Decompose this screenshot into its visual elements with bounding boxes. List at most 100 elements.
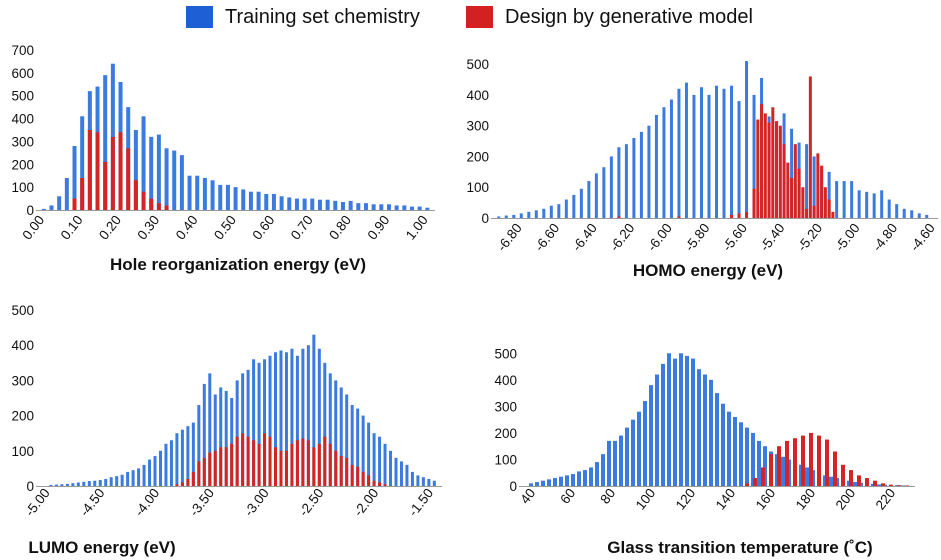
training-bar — [880, 190, 884, 218]
training-bar — [120, 474, 124, 486]
x-axis-title: HOMO energy (eV) — [633, 261, 783, 280]
training-bar — [699, 87, 703, 218]
training-bar — [256, 191, 261, 210]
training-bar — [345, 394, 349, 486]
design-bar — [149, 198, 154, 210]
design-bar — [817, 435, 821, 486]
y-tick-label: 500 — [11, 303, 34, 318]
y-tick-label: 100 — [11, 180, 34, 195]
training-bar — [827, 171, 831, 218]
training-bar — [274, 352, 278, 486]
design-bar — [241, 433, 245, 486]
design-bar — [103, 162, 108, 210]
y-tick-label: 400 — [494, 373, 517, 388]
training-bar — [131, 470, 135, 486]
training-bar — [98, 480, 102, 486]
training-bar — [64, 178, 69, 210]
training-bar — [739, 422, 743, 486]
legend-item-design: Design by generative model — [466, 5, 753, 29]
training-bar — [763, 446, 767, 486]
training-bar — [655, 374, 659, 486]
design-bar — [312, 447, 316, 486]
design-bar — [771, 107, 775, 218]
y-tick-label: 200 — [466, 149, 489, 164]
design-bar — [782, 144, 786, 218]
design-bar — [797, 168, 801, 218]
x-tick-label: -5.40 — [757, 221, 788, 254]
y-tick-label: 300 — [11, 373, 34, 388]
training-bar — [71, 483, 75, 486]
training-bar — [547, 479, 551, 486]
design-bar — [72, 198, 77, 210]
training-bar — [632, 138, 636, 218]
design-bar — [763, 113, 767, 218]
training-bar — [328, 373, 332, 486]
design-bar — [372, 480, 376, 486]
x-tick-label: 0.70 — [288, 213, 316, 243]
x-tick-label: 40 — [517, 486, 538, 507]
training-bar — [709, 379, 713, 486]
design-bar — [180, 482, 184, 486]
training-bar — [172, 150, 177, 210]
design-bar — [252, 440, 256, 486]
design-bar — [208, 452, 212, 486]
chart-homo-energy: 0 100 200 300 400 500 -6.80 -6.60 -6.40 -6.20 -6.0… — [466, 40, 941, 290]
training-bar — [333, 200, 338, 210]
training-bar — [225, 184, 230, 210]
training-bar — [654, 114, 658, 218]
training-bar — [667, 353, 671, 486]
training-bar — [93, 480, 97, 486]
training-bar — [169, 440, 173, 486]
training-bar — [103, 75, 108, 210]
design-bar — [786, 162, 790, 218]
y-tick-label: 0 — [481, 211, 489, 226]
design-bar — [778, 125, 782, 218]
y-tick-label: 300 — [466, 119, 489, 134]
x-tick-label: -4.00 — [132, 486, 163, 519]
training-bar — [218, 184, 223, 210]
training-bar — [49, 484, 53, 486]
training-bar — [872, 193, 876, 218]
training-bar — [279, 350, 283, 486]
training-bar — [252, 359, 256, 486]
x-tick-label: 0.60 — [249, 213, 277, 243]
design-bar — [617, 216, 621, 218]
x-tick-label: 0.50 — [211, 213, 239, 243]
x-tick-label: -5.80 — [682, 221, 713, 254]
training-bar — [202, 383, 206, 486]
training-bar — [805, 467, 809, 486]
training-bar — [386, 204, 391, 210]
training-bar — [72, 146, 77, 210]
design-bar — [133, 180, 138, 210]
training-bar — [179, 155, 184, 210]
training-bar — [571, 474, 575, 486]
training-bar — [902, 208, 906, 218]
y-tick-label: 500 — [466, 57, 489, 72]
training-bar — [721, 403, 725, 486]
design-bar — [230, 443, 234, 486]
design-bar — [857, 475, 861, 486]
design-bar — [268, 436, 272, 486]
training-bar — [213, 394, 217, 486]
training-bar — [410, 471, 414, 486]
design-bar — [191, 471, 195, 486]
training-bar — [417, 206, 422, 210]
training-bar — [587, 181, 591, 218]
design-bar — [263, 433, 267, 486]
training-bar — [542, 208, 546, 218]
design-bar — [378, 482, 382, 486]
y-tick-label: 0 — [26, 203, 34, 218]
training-bar — [82, 481, 86, 486]
training-bar — [757, 440, 761, 486]
design-bar — [905, 485, 909, 486]
x-tick-label: 120 — [673, 486, 699, 513]
training-bar — [649, 385, 653, 486]
chart-3-svg: 0 100 200 300 400 500 40 60 80 100 120 140 160 180 200… — [494, 346, 915, 557]
training-bar — [323, 362, 327, 486]
design-bar — [897, 485, 901, 486]
training-bar — [715, 85, 718, 218]
design-bar — [793, 144, 797, 218]
training-bar — [557, 204, 561, 218]
training-bar — [405, 464, 409, 486]
design-bar — [785, 440, 789, 486]
